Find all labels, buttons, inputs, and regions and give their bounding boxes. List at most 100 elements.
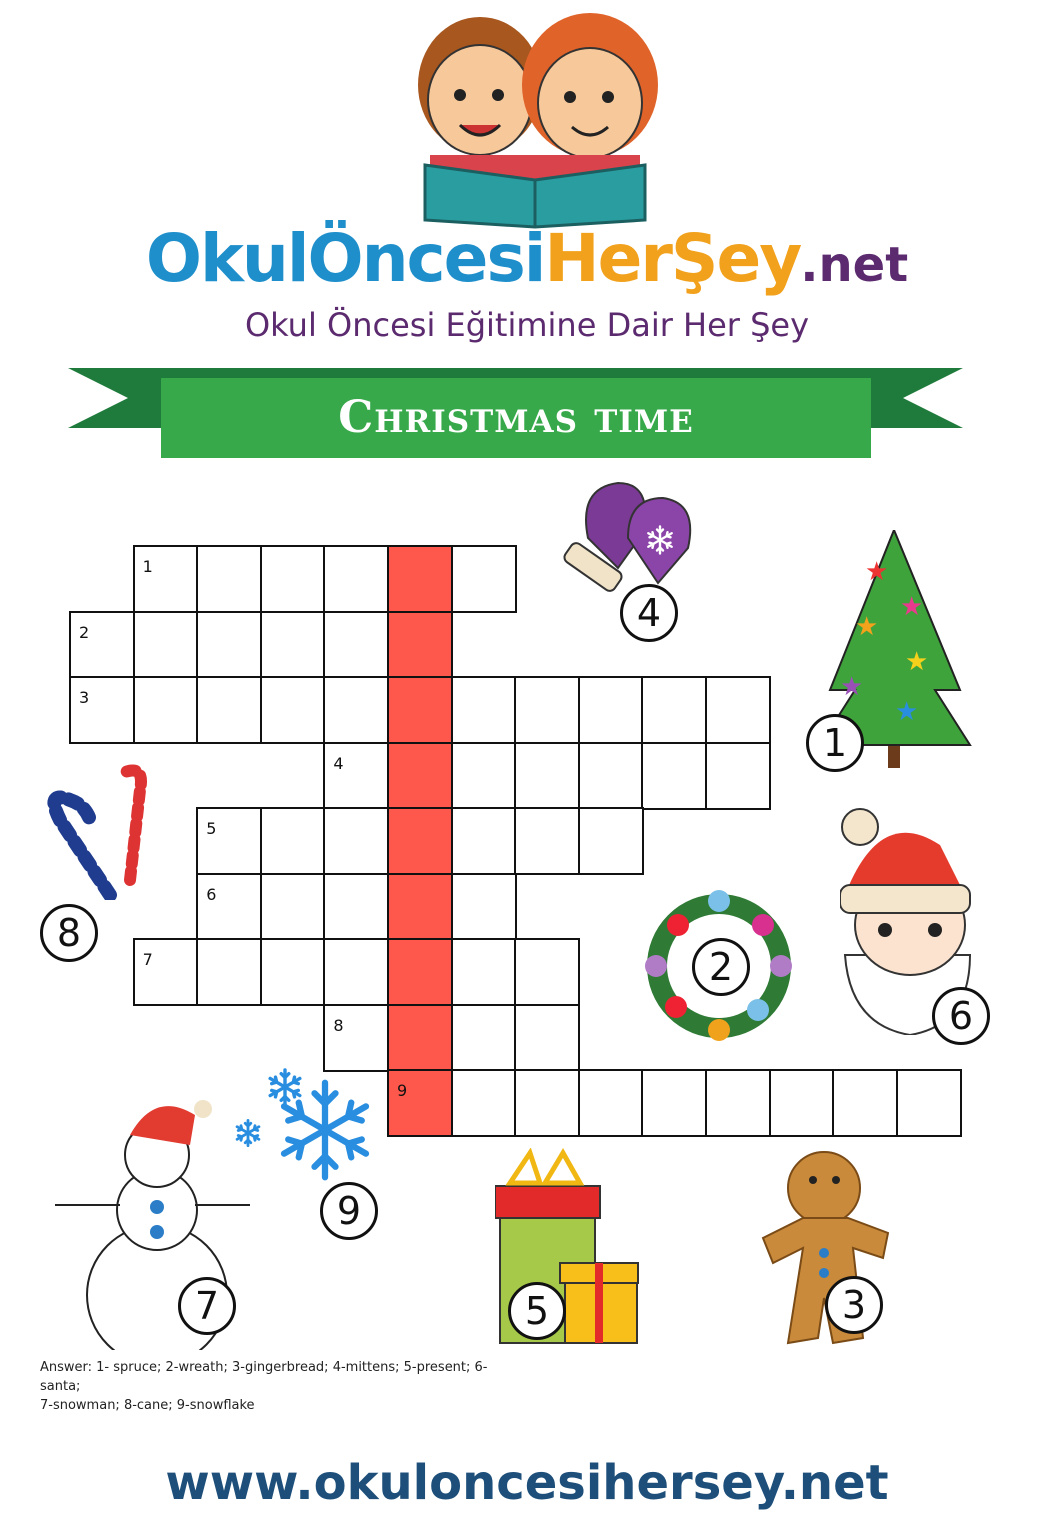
crossword-cell[interactable]: [895, 1069, 962, 1137]
crossword-cell[interactable]: [259, 610, 326, 679]
clue-number: 4: [333, 753, 344, 773]
worksheet-title: Christmas time: [338, 392, 694, 443]
crossword-cell[interactable]: [387, 872, 454, 941]
crossword-cell[interactable]: [196, 676, 263, 744]
crossword-cell[interactable]: [259, 807, 326, 875]
crossword-cell[interactable]: [387, 741, 454, 810]
picture-number-3: 3: [825, 1276, 883, 1334]
crossword-cell[interactable]: [387, 676, 454, 744]
crossword-cell[interactable]: 3: [69, 676, 136, 744]
footer-url[interactable]: www.okuloncesihersey.net: [165, 1455, 889, 1511]
crossword-cell[interactable]: 9: [387, 1069, 454, 1137]
wreath-icon: [645, 890, 792, 1041]
crossword-cell[interactable]: [577, 1069, 644, 1137]
svg-text:★: ★: [840, 672, 863, 702]
crossword-cell[interactable]: [577, 741, 644, 810]
crossword-cell[interactable]: [705, 741, 772, 810]
crossword-cell[interactable]: [641, 1069, 708, 1137]
crossword-cell[interactable]: [450, 676, 517, 744]
santa-icon: [840, 808, 972, 1035]
small-snowflake-icon: [268, 1068, 302, 1106]
tagline: Okul Öncesi Eğitimine Dair Her Şey: [244, 306, 810, 344]
crossword-cell[interactable]: [259, 676, 326, 744]
crossword-cell[interactable]: [450, 1069, 517, 1137]
crossword-cell[interactable]: [514, 1069, 581, 1137]
crossword-cell[interactable]: [577, 807, 644, 875]
title-banner: [161, 378, 871, 458]
crossword-cell[interactable]: [387, 610, 454, 679]
picture-number-4: 4: [620, 584, 678, 642]
picture-number-9: 9: [320, 1182, 378, 1240]
crossword-cell[interactable]: [259, 938, 326, 1006]
crossword-cell[interactable]: [196, 938, 263, 1006]
crossword-cell[interactable]: [387, 938, 454, 1006]
site-logo: OkulÖncesiHerŞey.net: [145, 220, 909, 297]
crossword-cell[interactable]: [196, 610, 263, 679]
answer-key-line-2: 7-snowman; 8-cane; 9-snowflake: [40, 1398, 255, 1413]
crossword-cell[interactable]: [705, 1069, 772, 1137]
crossword-cell[interactable]: [641, 741, 708, 810]
picture-number-6: 6: [932, 987, 990, 1045]
svg-text:★: ★: [905, 647, 928, 677]
crossword-cell[interactable]: [450, 872, 517, 941]
crossword-cell[interactable]: [387, 1003, 454, 1072]
crossword-cell[interactable]: [514, 741, 581, 810]
crossword-cell[interactable]: [514, 807, 581, 875]
crossword-cell[interactable]: [577, 676, 644, 744]
crossword-cell[interactable]: [514, 676, 581, 744]
crossword-cell[interactable]: [768, 1069, 835, 1137]
crossword-cell[interactable]: [450, 741, 517, 810]
crossword-cell[interactable]: [387, 545, 454, 613]
crossword-cell[interactable]: [450, 938, 517, 1006]
crossword-cell[interactable]: [323, 807, 390, 875]
crossword-cell[interactable]: [514, 1003, 581, 1072]
answer-key-line-1: Answer: 1- spruce; 2-wreath; 3-gingerbre…: [40, 1360, 488, 1394]
crossword-cell[interactable]: [132, 676, 199, 744]
crossword-cell[interactable]: [450, 807, 517, 875]
clue-number: 6: [206, 884, 217, 904]
clue-number: 1: [142, 557, 153, 576]
svg-text:★: ★: [855, 612, 878, 642]
clue-number: 7: [142, 950, 153, 969]
crossword-cell[interactable]: [450, 545, 517, 613]
crossword-cell[interactable]: [641, 676, 708, 744]
crossword-cell[interactable]: [323, 545, 390, 613]
children-reading-illustration: [418, 13, 658, 229]
crossword-cell[interactable]: [832, 1069, 899, 1137]
crossword-cell[interactable]: 4: [323, 741, 390, 810]
clue-number: 8: [333, 1015, 344, 1035]
crossword-cell[interactable]: 2: [69, 610, 136, 679]
picture-number-2: 2: [692, 938, 750, 996]
picture-number-5: 5: [508, 1282, 566, 1340]
crossword-cell[interactable]: 5: [196, 807, 263, 875]
crossword-cell[interactable]: [323, 676, 390, 744]
clue-number: 9: [397, 1081, 408, 1100]
crossword-cell[interactable]: [514, 938, 581, 1006]
crossword-cell[interactable]: [450, 1003, 517, 1072]
mittens-icon: [563, 481, 692, 592]
crossword-cell[interactable]: [387, 807, 454, 875]
crossword-cell[interactable]: 6: [196, 872, 263, 941]
snowflakes-group: [235, 1068, 380, 1185]
crossword-cell[interactable]: [259, 872, 326, 941]
svg-text:★: ★: [895, 697, 918, 727]
clue-number: 2: [79, 622, 90, 642]
crossword-cell[interactable]: [323, 610, 390, 679]
clue-number: 5: [206, 819, 217, 838]
clue-number: 3: [79, 688, 90, 707]
candy-cane-icon: [47, 764, 147, 900]
small-snowflake-icon: [235, 1119, 261, 1147]
picture-number-8: 8: [40, 904, 98, 962]
crossword-cell[interactable]: 1: [132, 545, 199, 613]
crossword-cell[interactable]: [705, 676, 772, 744]
crossword-cell[interactable]: 7: [132, 938, 199, 1006]
crossword-cell[interactable]: [196, 545, 263, 613]
crossword-cell[interactable]: 8: [323, 1003, 390, 1072]
crossword-cell[interactable]: [323, 938, 390, 1006]
crossword-cell[interactable]: [259, 545, 326, 613]
crossword-cell[interactable]: [323, 872, 390, 941]
picture-number-7: 7: [178, 1277, 236, 1335]
christmas-tree-icon: ★ ★ ★ ★ ★ ★: [820, 530, 972, 768]
crossword-cell[interactable]: [132, 610, 199, 679]
snowflake-icon: [284, 1083, 366, 1178]
